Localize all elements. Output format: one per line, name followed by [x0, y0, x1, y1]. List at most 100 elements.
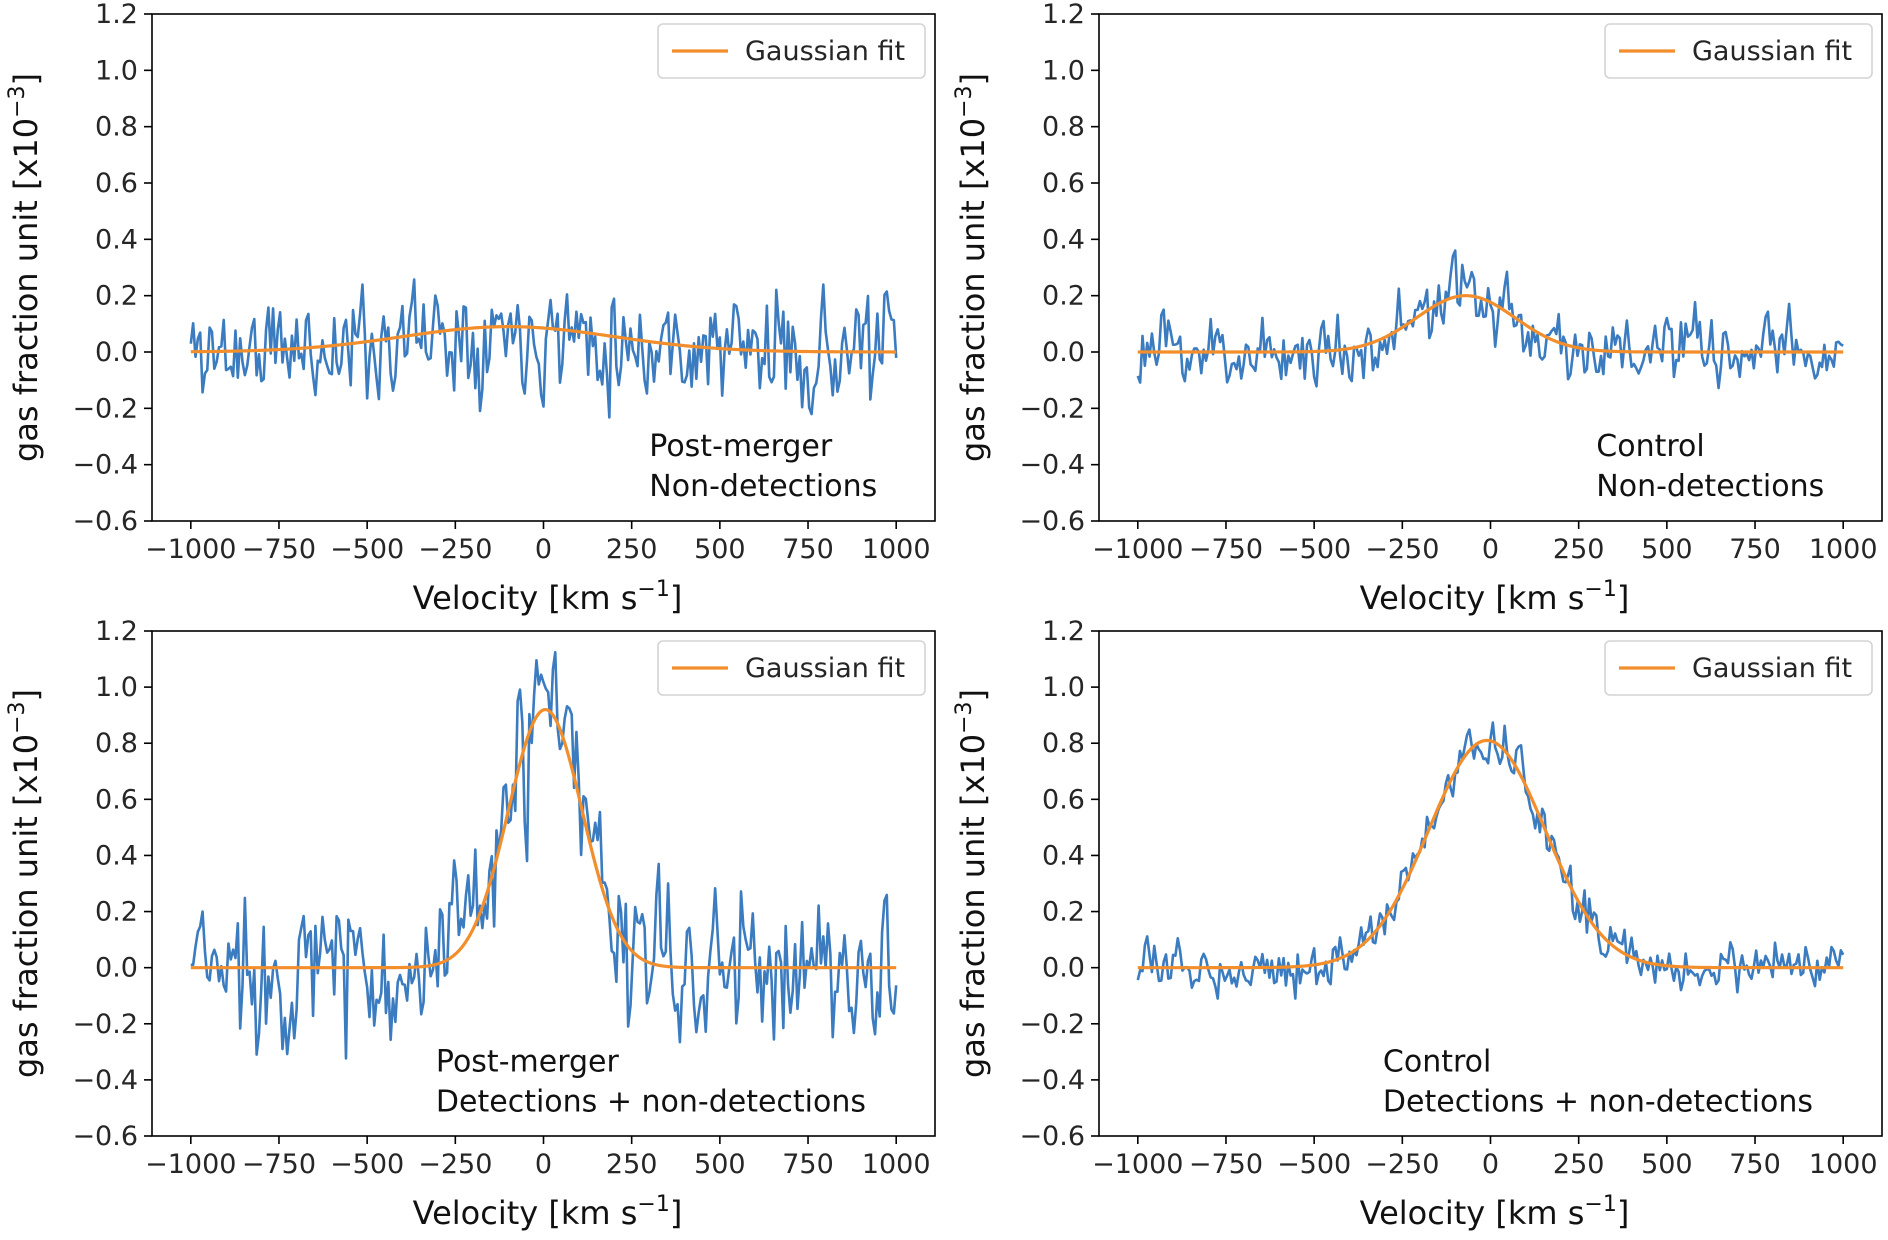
x-tick-label: −500	[330, 1149, 404, 1180]
y-tick-label: 1.2	[95, 616, 138, 647]
x-axis-label: Velocity [km s−1]	[413, 577, 683, 617]
legend-label: Gaussian fit	[1692, 653, 1852, 684]
y-tick-label: 0.8	[95, 728, 138, 759]
x-tick-label: −250	[418, 1149, 492, 1180]
x-tick-label: 250	[1553, 534, 1605, 565]
y-tick-label: −0.4	[1019, 450, 1085, 481]
x-tick-label: −250	[418, 534, 492, 565]
y-tick-label: 0.8	[1042, 728, 1085, 759]
x-tick-label: 250	[1553, 1149, 1605, 1180]
annotation-line: Post-merger	[649, 429, 833, 464]
x-tick-label: 500	[1641, 1149, 1693, 1180]
y-tick-label: 1.0	[95, 672, 138, 703]
y-tick-label: 0.2	[95, 897, 138, 928]
x-tick-label: 1000	[862, 534, 931, 565]
legend-box	[657, 23, 926, 79]
x-tick-label: −250	[1365, 534, 1439, 565]
y-tick-label: 0.0	[1042, 953, 1085, 984]
legend-label: Gaussian fit	[745, 36, 905, 67]
y-tick-label: −0.2	[1019, 1009, 1085, 1040]
x-axis-label: Velocity [km s−1]	[413, 1192, 683, 1232]
y-tick-label: 0.6	[1042, 168, 1085, 199]
panel-bottom-left: −1000 −750 −500 −250 0 250 500 750 1000 −0.6 −0.4 −…	[5, 616, 936, 1232]
legend-box	[1604, 640, 1873, 696]
y-axis-label: gas fraction unit [x10−3]	[952, 689, 992, 1078]
x-tick-label: −1000	[1092, 1149, 1183, 1180]
y-tick-label: 0.6	[95, 168, 138, 199]
y-tick-label: −0.4	[72, 450, 138, 481]
annotation-line: Post-merger	[436, 1044, 620, 1079]
panel-bottom-right: −1000 −750 −500 −250 0 250 500 750 1000 −0.6 −0.4 −…	[952, 616, 1883, 1232]
y-tick-label: −0.2	[72, 1009, 138, 1040]
x-tick-label: −1000	[145, 534, 236, 565]
y-tick-label: −0.6	[1019, 506, 1085, 537]
spectrum-line	[1136, 249, 1844, 390]
x-tick-label: −500	[1277, 1149, 1351, 1180]
x-tick-label: 0	[535, 1149, 552, 1180]
x-tick-label: 750	[782, 1149, 834, 1180]
legend: Gaussian fit	[1604, 23, 1873, 79]
y-tick-label: 0.8	[1042, 112, 1085, 143]
annotation-line: Control	[1596, 429, 1704, 464]
annotation-line: Control	[1383, 1044, 1491, 1079]
x-tick-label: −500	[330, 534, 404, 565]
y-tick-label: 0.6	[95, 784, 138, 815]
y-tick-label: −0.6	[1019, 1121, 1085, 1152]
y-tick-label: 0.0	[1042, 337, 1085, 368]
x-tick-label: −750	[1189, 1149, 1263, 1180]
legend: Gaussian fit	[657, 23, 926, 79]
y-tick-label: 1.0	[1042, 55, 1085, 86]
x-tick-label: 500	[1641, 534, 1693, 565]
x-axis-label: Velocity [km s−1]	[1360, 1192, 1630, 1232]
y-tick-label: 0.4	[1042, 224, 1085, 255]
y-tick-label: 0.4	[1042, 840, 1085, 871]
y-axis-label: gas fraction unit [x10−3]	[952, 73, 992, 462]
y-tick-label: −0.2	[1019, 393, 1085, 424]
y-tick-label: 0.0	[95, 337, 138, 368]
spectrum-line	[190, 650, 898, 1060]
gaussian-fit-line	[1137, 294, 1844, 354]
y-tick-label: 1.2	[1042, 616, 1085, 647]
x-tick-label: −500	[1277, 534, 1351, 565]
spectrum-line	[189, 278, 898, 419]
spectrum-line	[1136, 721, 1845, 1000]
axes-frame	[1098, 13, 1883, 522]
y-axis-label: gas fraction unit [x10−3]	[5, 689, 45, 1078]
panel-top-right: −1000 −750 −500 −250 0 250 500 750 1000 −0.6 −0.4 −…	[952, 0, 1883, 617]
y-tick-label: −0.4	[1019, 1065, 1085, 1096]
y-tick-label: 0.2	[1042, 897, 1085, 928]
x-tick-label: −750	[242, 1149, 316, 1180]
x-tick-label: −750	[242, 534, 316, 565]
x-tick-label: 0	[1482, 534, 1499, 565]
x-tick-label: 250	[606, 534, 658, 565]
gaussian-fit-line	[190, 707, 897, 970]
annotation-line: Non-detections	[649, 469, 877, 504]
y-tick-label: 0.2	[1042, 281, 1085, 312]
annotation-line: Detections + non-detections	[436, 1084, 866, 1119]
x-axis-label: Velocity [km s−1]	[1360, 577, 1630, 617]
x-tick-label: 0	[1482, 1149, 1499, 1180]
x-tick-label: 1000	[1809, 534, 1878, 565]
x-tick-label: 1000	[1809, 1149, 1878, 1180]
y-tick-label: 1.2	[95, 0, 138, 30]
x-tick-label: 750	[782, 534, 834, 565]
y-tick-label: 1.2	[1042, 0, 1085, 30]
x-tick-label: 0	[535, 534, 552, 565]
y-tick-label: 0.0	[95, 953, 138, 984]
x-tick-label: −1000	[145, 1149, 236, 1180]
gaussian-fit-line	[190, 325, 897, 354]
x-tick-label: −1000	[1092, 534, 1183, 565]
x-tick-label: −750	[1189, 534, 1263, 565]
y-tick-label: −0.6	[72, 506, 138, 537]
legend: Gaussian fit	[1604, 640, 1873, 696]
y-tick-label: −0.4	[72, 1065, 138, 1096]
x-tick-label: 1000	[862, 1149, 931, 1180]
y-tick-label: 1.0	[95, 55, 138, 86]
y-tick-label: −0.6	[72, 1121, 138, 1152]
y-tick-label: 0.6	[1042, 784, 1085, 815]
x-tick-label: −250	[1365, 1149, 1439, 1180]
y-tick-label: 0.8	[95, 112, 138, 143]
legend-label: Gaussian fit	[745, 653, 905, 684]
y-tick-label: 0.2	[95, 281, 138, 312]
